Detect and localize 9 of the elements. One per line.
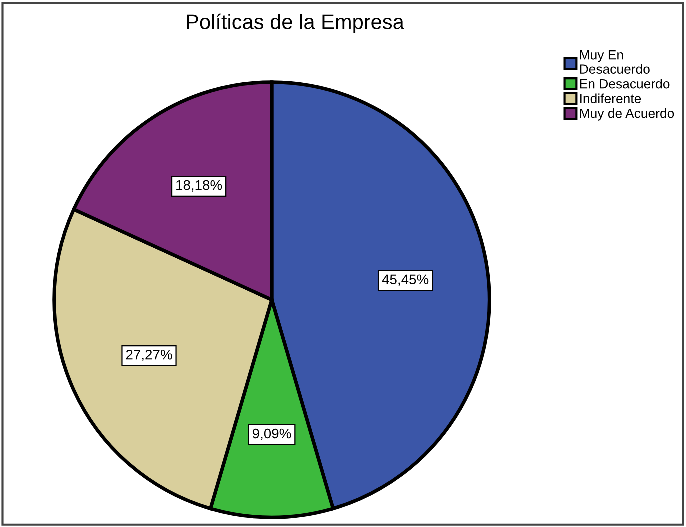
data-label: 9,09% [252,428,292,440]
chart-title: Políticas de la Empresa [187,14,404,34]
data-label: 18,18% [176,180,222,192]
data-label: 45,45% [382,274,429,286]
legend-label: Indiferente [580,94,642,104]
legend-label: Muy En Desacuerdo [580,50,650,74]
data-label: 27,27% [126,350,172,362]
legend-label: Muy de Acuerdo [580,108,674,121]
legend-label: En Desacuerdo [580,79,670,89]
